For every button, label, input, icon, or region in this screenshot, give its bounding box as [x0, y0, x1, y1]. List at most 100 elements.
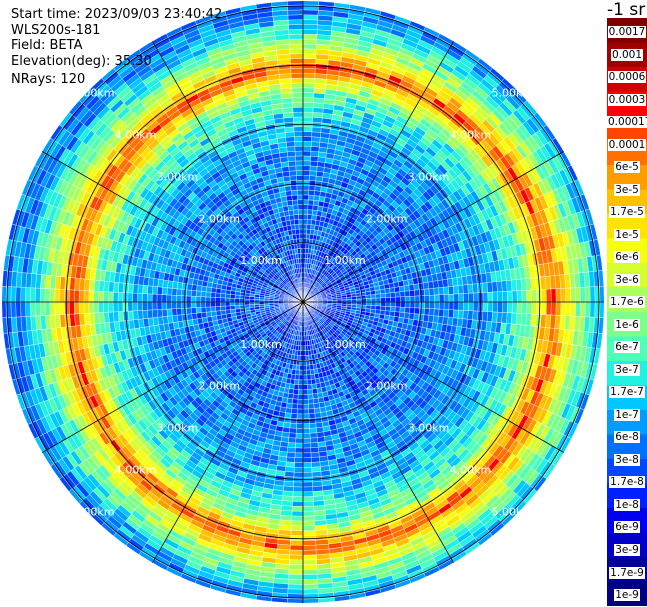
- heatmap-cell: [295, 437, 304, 444]
- heatmap-cell: [423, 308, 430, 316]
- heatmap-cell: [380, 301, 386, 307]
- heatmap-cell: [308, 180, 316, 186]
- heatmap-cell: [302, 588, 319, 595]
- heatmap-cell: [452, 285, 459, 295]
- heatmap-cell: [311, 126, 322, 133]
- heatmap-cell: [580, 287, 586, 303]
- heatmap-cell: [302, 131, 313, 137]
- heatmap-cell: [390, 296, 396, 303]
- heatmap-cell: [555, 288, 562, 303]
- heatmap-cell: [288, 437, 297, 444]
- heatmap-cell: [302, 413, 310, 420]
- heatmap-cell: [380, 293, 386, 299]
- heatmap-cell: [288, 579, 304, 585]
- heatmap-cell: [395, 296, 401, 303]
- heatmap-cell: [302, 209, 309, 215]
- heatmap-cell: [302, 48, 317, 55]
- heatmap-cell: [302, 165, 311, 171]
- heatmap-cell: [424, 295, 430, 303]
- heatmap-cell: [306, 379, 312, 385]
- heatmap-cell: [302, 214, 308, 220]
- heatmap-cell: [370, 297, 377, 303]
- heatmap-cell: [294, 452, 304, 459]
- heatmap-cell: [306, 228, 311, 235]
- heatmap-cell: [458, 293, 464, 303]
- heatmap-cell: [472, 310, 479, 321]
- heatmap-cell: [302, 496, 314, 502]
- heatmap-cell: [565, 301, 572, 317]
- heatmap-cell: [302, 384, 308, 390]
- heatmap-cell: [453, 293, 460, 303]
- heatmap-cell: [302, 170, 311, 176]
- heatmap-cell: [308, 408, 315, 415]
- heatmap-cell: [302, 442, 311, 449]
- heatmap-cell: [351, 301, 357, 305]
- heatmap-cell: [302, 374, 308, 381]
- heatmap-cell: [302, 544, 317, 551]
- heatmap-cell: [310, 146, 320, 153]
- heatmap-cell: [287, 583, 304, 590]
- heatmap-cell: [351, 296, 357, 300]
- heatmap-cell: [310, 378, 317, 385]
- heatmap-cell: [287, 447, 296, 453]
- heatmap-cell: [284, 471, 295, 478]
- heatmap-cell: [291, 515, 304, 522]
- heatmap-cell: [295, 369, 300, 376]
- heatmap-cell: [306, 219, 312, 225]
- heatmap-cell: [389, 306, 396, 312]
- heatmap-cell: [448, 301, 455, 311]
- heatmap-cell: [311, 388, 318, 395]
- heatmap-cell: [370, 301, 377, 307]
- heatmap-cell: [351, 299, 357, 303]
- heatmap-cell: [599, 301, 604, 318]
- heatmap-cell: [482, 282, 488, 293]
- heatmap-cell: [293, 481, 304, 488]
- heatmap-cell: [356, 298, 362, 303]
- heatmap-cell: [545, 301, 552, 316]
- heatmap-cell: [284, 466, 295, 473]
- heatmap-cell: [309, 170, 317, 177]
- heatmap-cell: [443, 294, 450, 303]
- heatmap-cell: [462, 284, 469, 294]
- heatmap-cell: [302, 525, 316, 532]
- heatmap-cell: [438, 287, 445, 296]
- heatmap-cell: [521, 301, 528, 314]
- heatmap-cell: [309, 437, 318, 444]
- heatmap-cell: [294, 379, 300, 385]
- heatmap-cell: [419, 289, 425, 297]
- heatmap-cell: [385, 301, 391, 307]
- heatmap-cell: [300, 350, 304, 356]
- heatmap-cell: [293, 384, 299, 390]
- heatmap-cell: [545, 288, 552, 303]
- heatmap-cell: [486, 311, 493, 323]
- heatmap-cell: [306, 374, 312, 380]
- heatmap-cell: [309, 422, 317, 429]
- heatmap-cell: [414, 289, 420, 297]
- heatmap-cell: [290, 535, 304, 541]
- heatmap-cell: [287, 442, 296, 449]
- heatmap-cell: [310, 155, 319, 162]
- heatmap-cell: [296, 408, 304, 415]
- heatmap-cell: [283, 481, 294, 487]
- heatmap-cell: [297, 389, 304, 395]
- heatmap-cell: [507, 290, 513, 303]
- heatmap-cell: [310, 151, 319, 157]
- heatmap-cell: [403, 312, 410, 319]
- heatmap-cell: [302, 92, 315, 98]
- heatmap-cell: [570, 287, 576, 303]
- heatmap-cell: [516, 290, 523, 303]
- heatmap-cell: [293, 388, 299, 395]
- heatmap-cell: [302, 97, 314, 103]
- heatmap-cell: [370, 294, 377, 299]
- heatmap-cell: [486, 281, 493, 293]
- heatmap-cell: [526, 301, 533, 315]
- heatmap-cell: [487, 291, 494, 303]
- heatmap-cell: [296, 423, 304, 429]
- heatmap-cell: [312, 117, 323, 123]
- heatmap-cell: [302, 452, 312, 459]
- heatmap-cell: [584, 301, 591, 318]
- heatmap-cell: [370, 305, 377, 310]
- heatmap-cell: [302, 355, 307, 361]
- heatmap-cell: [302, 150, 312, 157]
- heatmap-cell: [288, 432, 297, 439]
